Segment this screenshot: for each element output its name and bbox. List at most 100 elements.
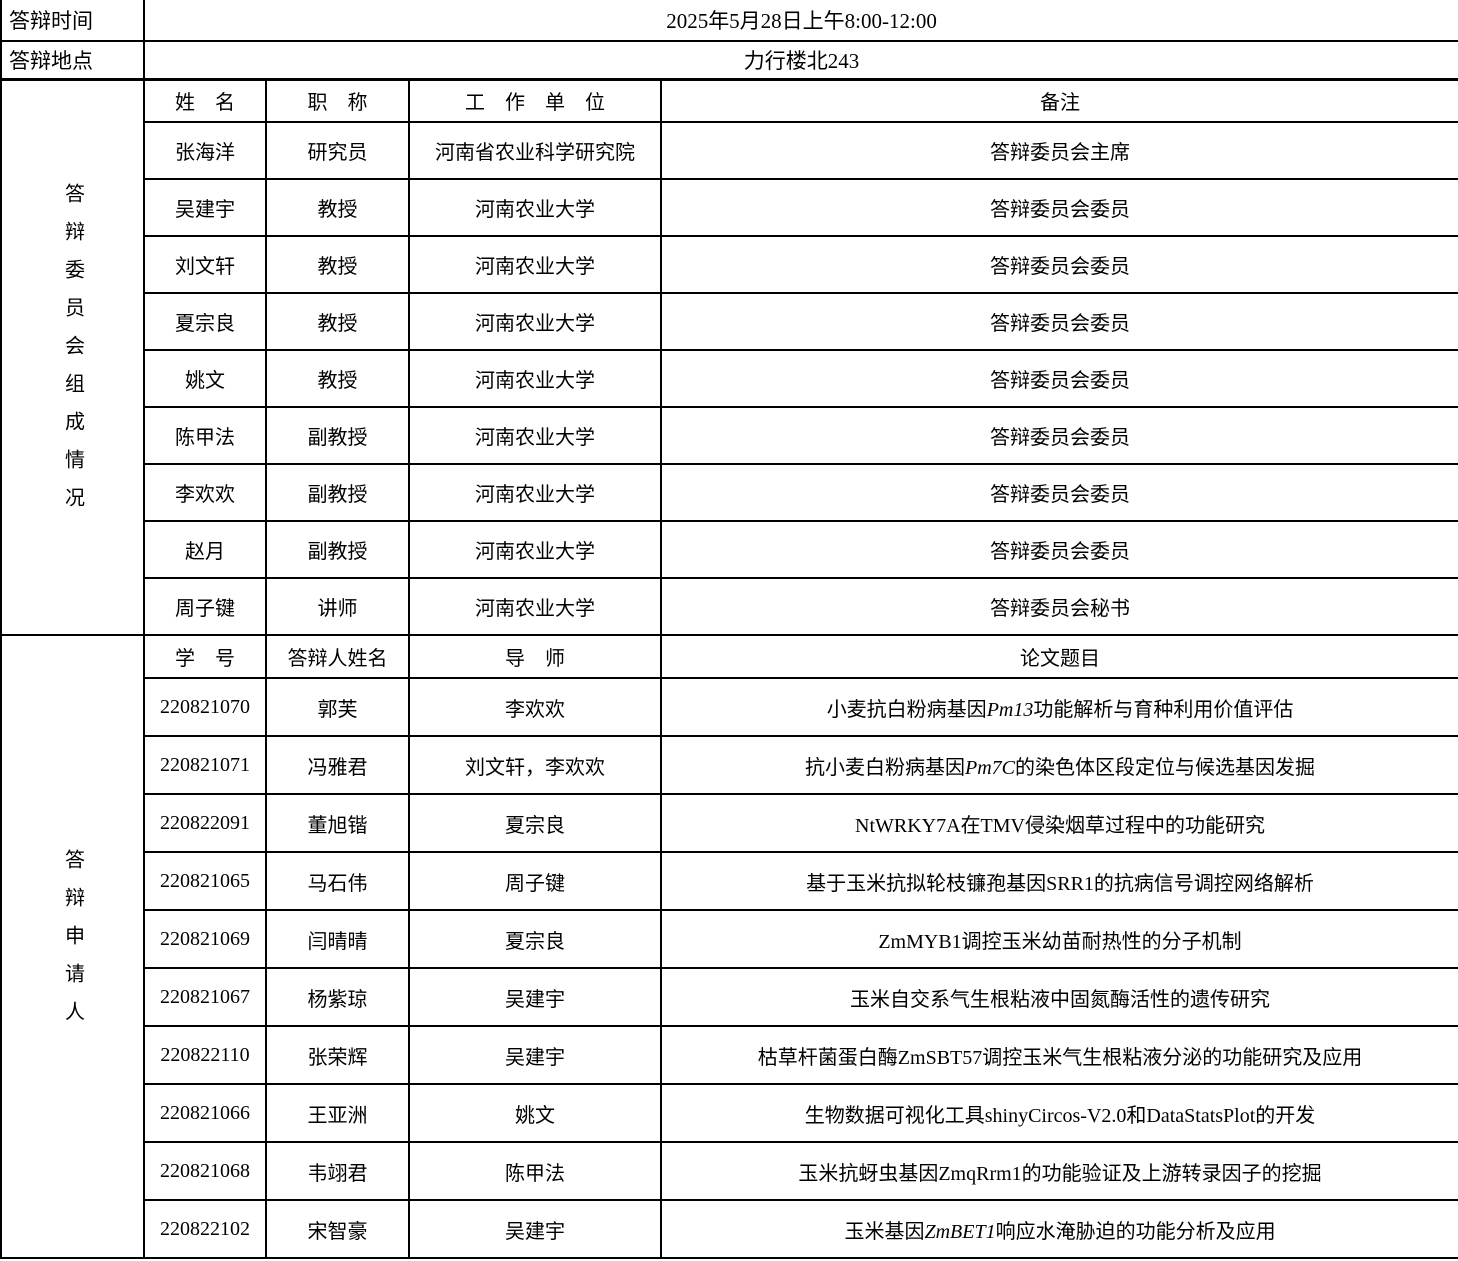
student-id-cell: 220822091	[143, 793, 267, 853]
member-org-cell: 河南农业大学	[408, 463, 662, 522]
thesis-title-cell: 生物数据可视化工具shinyCircos-V2.0和DataStatsPlot的…	[659, 1083, 1458, 1143]
student-id-cell: 220821071	[143, 735, 267, 795]
committee-header-name: 姓 名	[143, 78, 267, 123]
committee-row: 陈甲法 副教授 河南农业大学 答辩委员会委员	[1, 406, 1458, 465]
applicants-header-name: 答辩人姓名	[265, 634, 410, 679]
applicant-row: 220822091 董旭锴 夏宗良 NtWRKY7A在TMV侵染烟草过程中的功能…	[1, 793, 1458, 853]
applicants-header-id: 学 号	[143, 634, 267, 679]
member-name-cell: 姚文	[143, 349, 267, 408]
member-note-cell: 答辩委员会主席	[659, 121, 1458, 180]
applicants-section-label: 答辩申请人	[61, 848, 84, 1039]
thesis-title-cell: ZmMYB1调控玉米幼苗耐热性的分子机制	[659, 909, 1458, 969]
applicant-row: 220821070 郭芙 李欢欢 小麦抗白粉病基因Pm13功能解析与育种利用价值…	[1, 677, 1458, 737]
advisor-cell: 姚文	[408, 1083, 662, 1143]
member-org-cell: 河南农业大学	[408, 235, 662, 294]
member-note-cell: 答辩委员会秘书	[659, 577, 1458, 636]
student-id-cell: 220822110	[143, 1025, 267, 1085]
member-title-cell: 副教授	[265, 520, 410, 579]
member-title-cell: 教授	[265, 178, 410, 237]
member-name-cell: 赵月	[143, 520, 267, 579]
member-title-cell: 副教授	[265, 406, 410, 465]
applicant-name-cell: 韦翊君	[265, 1141, 410, 1201]
member-name-cell: 周子键	[143, 577, 267, 636]
committee-row: 李欢欢 副教授 河南农业大学 答辩委员会委员	[1, 463, 1458, 522]
member-name-cell: 陈甲法	[143, 406, 267, 465]
defense-place-value: 力行楼北243	[142, 40, 1458, 81]
member-org-cell: 河南省农业科学研究院	[408, 121, 662, 180]
defense-time-row: 答辩时间 2025年5月28日上午8:00-12:00	[0, 0, 1458, 42]
advisor-cell: 吴建宇	[408, 967, 662, 1027]
applicant-name-cell: 马石伟	[265, 851, 410, 911]
advisor-cell: 吴建宇	[408, 1199, 662, 1259]
defense-time-value: 2025年5月28日上午8:00-12:00	[142, 0, 1458, 42]
member-note-cell: 答辩委员会委员	[659, 235, 1458, 294]
thesis-title-cell: 玉米基因ZmBET1响应水淹胁迫的功能分析及应用	[659, 1199, 1458, 1259]
applicant-row: 220822110 张荣辉 吴建宇 枯草杆菌蛋白酶ZmSBT57调控玉米气生根粘…	[1, 1025, 1458, 1085]
applicant-row: 220821071 冯雅君 刘文轩，李欢欢 抗小麦白粉病基因Pm7C的染色体区段…	[1, 735, 1458, 795]
student-id-cell: 220821066	[143, 1083, 267, 1143]
defense-place-label: 答辩地点	[0, 40, 145, 81]
applicant-name-cell: 王亚洲	[265, 1083, 410, 1143]
member-note-cell: 答辩委员会委员	[659, 520, 1458, 579]
committee-section-label: 答辩委员会组成情况	[61, 183, 84, 526]
applicant-row: 220821068 韦翊君 陈甲法 玉米抗蚜虫基因ZmqRrm1的功能验证及上游…	[1, 1141, 1458, 1201]
committee-header-row: 答辩委员会组成情况 姓 名 职 称 工 作 单 位 备注	[0, 78, 1458, 636]
member-note-cell: 答辩委员会委员	[659, 178, 1458, 237]
committee-header-org: 工 作 单 位	[408, 78, 662, 123]
applicant-name-cell: 宋智豪	[265, 1199, 410, 1259]
committee-row: 周子键 讲师 河南农业大学 答辩委员会秘书	[1, 577, 1458, 636]
committee-row: 赵月 副教授 河南农业大学 答辩委员会委员	[1, 520, 1458, 579]
member-note-cell: 答辩委员会委员	[659, 292, 1458, 351]
member-org-cell: 河南农业大学	[408, 577, 662, 636]
applicant-name-cell: 郭芙	[265, 677, 410, 737]
applicant-name-cell: 董旭锴	[265, 793, 410, 853]
student-id-cell: 220821070	[143, 677, 267, 737]
member-org-cell: 河南农业大学	[408, 520, 662, 579]
committee-row: 吴建宇 教授 河南农业大学 答辩委员会委员	[1, 178, 1458, 237]
advisor-cell: 夏宗良	[408, 909, 662, 969]
thesis-title-cell: 抗小麦白粉病基因Pm7C的染色体区段定位与候选基因发掘	[659, 735, 1458, 795]
advisor-cell: 刘文轩，李欢欢	[408, 735, 662, 795]
committee-header-title: 职 称	[265, 78, 410, 123]
thesis-title-cell: NtWRKY7A在TMV侵染烟草过程中的功能研究	[659, 793, 1458, 853]
applicants-header-thesis: 论文题目	[659, 634, 1458, 679]
defense-place-row: 答辩地点 力行楼北243	[0, 40, 1458, 81]
student-id-cell: 220821067	[143, 967, 267, 1027]
member-name-cell: 夏宗良	[143, 292, 267, 351]
thesis-title-cell: 枯草杆菌蛋白酶ZmSBT57调控玉米气生根粘液分泌的功能研究及应用	[659, 1025, 1458, 1085]
advisor-cell: 夏宗良	[408, 793, 662, 853]
member-title-cell: 研究员	[265, 121, 410, 180]
student-id-cell: 220822102	[143, 1199, 267, 1259]
member-note-cell: 答辩委员会委员	[659, 406, 1458, 465]
committee-row: 姚文 教授 河南农业大学 答辩委员会委员	[1, 349, 1458, 408]
member-name-cell: 张海洋	[143, 121, 267, 180]
advisor-cell: 周子键	[408, 851, 662, 911]
member-note-cell: 答辩委员会委员	[659, 349, 1458, 408]
member-title-cell: 教授	[265, 349, 410, 408]
member-org-cell: 河南农业大学	[408, 406, 662, 465]
committee-row: 刘文轩 教授 河南农业大学 答辩委员会委员	[1, 235, 1458, 294]
member-name-cell: 李欢欢	[143, 463, 267, 522]
student-id-cell: 220821068	[143, 1141, 267, 1201]
thesis-title-cell: 玉米自交系气生根粘液中固氮酶活性的遗传研究	[659, 967, 1458, 1027]
advisor-cell: 李欢欢	[408, 677, 662, 737]
advisor-cell: 吴建宇	[408, 1025, 662, 1085]
member-title-cell: 副教授	[265, 463, 410, 522]
member-title-cell: 教授	[265, 292, 410, 351]
member-name-cell: 吴建宇	[143, 178, 267, 237]
thesis-title-cell: 基于玉米抗拟轮枝镰孢基因SRR1的抗病信号调控网络解析	[659, 851, 1458, 911]
applicant-name-cell: 闫晴晴	[265, 909, 410, 969]
applicants-section-label-cell: 答辩申请人	[0, 634, 145, 1259]
committee-row: 张海洋 研究员 河南省农业科学研究院 答辩委员会主席	[1, 121, 1458, 180]
applicant-row: 220821065 马石伟 周子键 基于玉米抗拟轮枝镰孢基因SRR1的抗病信号调…	[1, 851, 1458, 911]
committee-section-label-cell: 答辩委员会组成情况	[0, 78, 145, 636]
member-org-cell: 河南农业大学	[408, 349, 662, 408]
applicants-header-advisor: 导 师	[408, 634, 662, 679]
applicant-row: 220821069 闫晴晴 夏宗良 ZmMYB1调控玉米幼苗耐热性的分子机制	[1, 909, 1458, 969]
applicant-name-cell: 冯雅君	[265, 735, 410, 795]
thesis-title-cell: 小麦抗白粉病基因Pm13功能解析与育种利用价值评估	[659, 677, 1458, 737]
committee-header-note: 备注	[659, 78, 1458, 123]
member-title-cell: 教授	[265, 235, 410, 294]
